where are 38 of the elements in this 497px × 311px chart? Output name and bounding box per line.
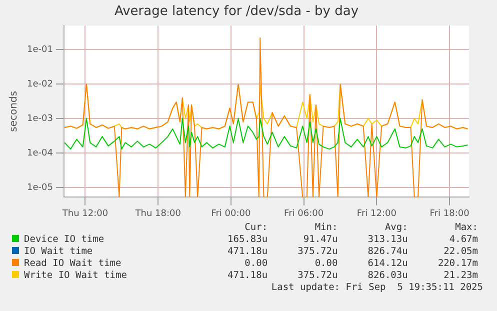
x-tick-label: Fri 00:00 [211,208,251,219]
text: Max: [454,222,479,234]
text: 0.00 [314,258,339,270]
x-tick-label: Fri 12:00 [356,208,397,219]
y-tick-label: 1e-01 [26,45,53,56]
text: 91.47u [302,234,339,246]
text: 220.17m [436,258,479,270]
text: 165.83u [226,234,269,246]
chart-title: Average latency for /dev/sda - by day [114,4,359,20]
y-tick-label: 1e-05 [26,182,53,193]
x-tick-label: Thu 12:00 [61,208,108,219]
text: 0.00 [244,258,269,270]
text: Avg: [384,222,409,234]
text: 375.72u [296,270,339,282]
text: 826.74u [366,246,409,258]
text: Last update: Fri Sep 5 19:35:11 2025 [271,282,483,293]
text: 471.18u [226,270,269,282]
text: 313.13u [366,234,409,246]
x-tick-label: Fri 06:00 [284,208,324,219]
text: 4.67m [448,234,479,246]
y-tick-label: 1e-04 [26,148,54,158]
text: 22.05m [442,246,479,258]
y-tick-label: 1e-02 [26,79,53,90]
text: 375.72u [296,246,339,258]
legend-label: IO Wait time [23,246,94,258]
x-tick-label: Fri 18:00 [430,208,470,219]
text: Min: [314,222,339,234]
legend-label: Read IO Wait time [23,258,122,270]
y-axis-title: seconds [8,90,20,132]
text: Cur: [244,222,269,234]
legend-label: Device IO time [23,234,106,246]
x-tick-label: Thu 18:00 [134,208,182,219]
y-tick-label: 1e-03 [26,114,53,124]
text: 826.03u [366,270,409,282]
legend-label: Write IO Wait time [23,270,128,282]
text: 21.23m [442,270,479,282]
text: 614.12u [366,258,409,270]
text: 471.18u [226,246,269,258]
